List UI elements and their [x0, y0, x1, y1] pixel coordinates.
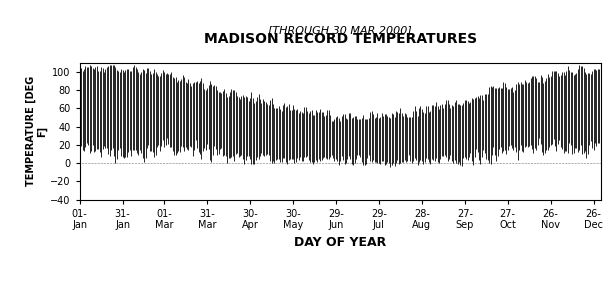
Text: [THROUGH 30 MAR 2000]: [THROUGH 30 MAR 2000]	[268, 25, 412, 35]
X-axis label: DAY OF YEAR: DAY OF YEAR	[294, 236, 386, 249]
Y-axis label: TEMPERATURE [DEG
F]: TEMPERATURE [DEG F]	[25, 76, 47, 186]
Title: MADISON RECORD TEMPERATURES: MADISON RECORD TEMPERATURES	[204, 32, 477, 46]
